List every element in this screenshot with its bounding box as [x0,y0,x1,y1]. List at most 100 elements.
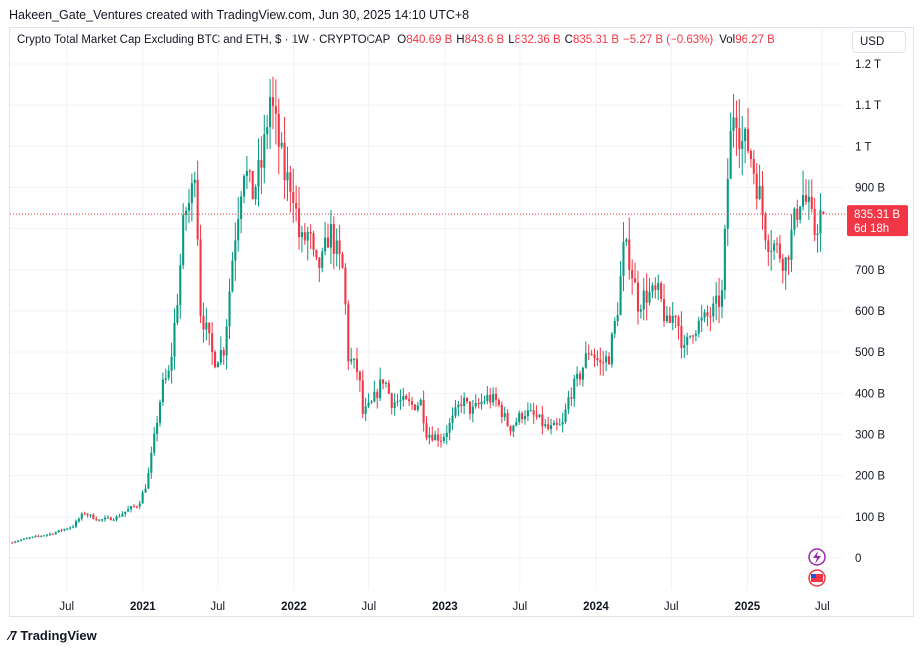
chart-frame [9,27,914,617]
chart-caption: Hakeen_Gate_Ventures created with Tradin… [9,8,470,22]
candle-body [393,402,396,408]
candle-body [245,170,248,177]
candle-body [335,240,338,254]
candle-body [190,183,193,204]
candle-body [28,537,31,539]
candle-body [309,231,312,234]
candle-body [422,399,425,424]
currency-button[interactable]: USD [852,31,906,53]
candle-body [54,532,57,535]
candle-body [703,312,706,318]
x-tick-label: Jul [664,601,679,613]
price-tag [847,205,908,237]
candle-body [228,291,231,327]
candle-body [63,529,66,531]
candle-body [529,410,532,412]
y-tick-label: 0 [855,553,861,565]
candle-body [135,506,138,508]
candle-body [289,172,292,193]
candle-body [219,350,222,363]
candle-body [503,413,506,417]
candle-body [271,97,275,107]
candle-body [161,379,164,403]
candle-body [150,452,153,473]
candle-body [584,353,587,368]
x-tick-label: Jul [512,601,527,613]
candle-body [576,373,579,379]
low-value: L832.36 B [508,34,561,46]
candle-body [613,321,616,334]
change-value: −5.27 B (−0.63%) [623,34,714,46]
candle-body [790,229,793,260]
volume-value: Vol96.27 B [719,34,775,46]
candle-body [214,351,217,368]
tradingview-logo: ⁄7 TradingView [9,628,97,643]
candle-body [74,521,78,527]
candle-body [141,492,144,504]
candle-body [686,336,689,345]
candle-body [413,404,416,411]
y-tick-label: 200 B [855,471,885,483]
candle-body [628,239,631,270]
x-tick-label: Jul [210,601,225,613]
x-tick-label: Jul [59,601,74,613]
candle-body [132,506,135,508]
candle-body [405,395,408,400]
x-tick-label: Jul [815,601,830,613]
candle-body [257,160,260,187]
candle-body [344,267,347,305]
candle-body [706,312,709,317]
candle-body [370,401,373,403]
candle-body [434,434,437,441]
candle-body [101,519,104,521]
candle-body [158,402,162,423]
candle-body [822,211,825,215]
candle-body [457,404,460,408]
candle-body [552,422,555,426]
candle-body [22,538,25,540]
candle-body [92,514,95,519]
candle-body [660,283,663,300]
candle-body [718,295,721,307]
open-value: O840.69 B [397,34,453,46]
candle-body [156,422,159,434]
candle-body [11,542,14,544]
candle-body [512,425,515,432]
y-tick-label: 400 B [855,388,885,400]
candle-body [202,315,205,330]
candle-body [240,196,243,220]
candle-body [127,509,130,512]
candle-body [645,290,648,303]
candle-body [277,113,280,147]
candle-body [106,517,109,519]
candle-body [121,514,124,517]
candle-body [544,424,547,427]
candle-body [819,209,822,234]
high-value: H843.6 B [456,34,505,46]
y-tick-label: 1 T [855,141,871,153]
x-tick-label: 2021 [130,601,156,613]
candle-body [625,239,628,243]
y-tick-label: 900 B [855,183,885,195]
candle-body [761,185,764,215]
candle-body [138,503,141,507]
candle-body [124,511,127,515]
symbol-title[interactable]: Crypto Total Market Cap Excluding BTC an… [17,34,391,46]
candle-body [770,250,773,252]
candle-body [715,295,718,304]
candle-body [263,134,266,168]
candle-body [303,232,306,241]
candle-body [662,299,666,322]
candle-body [48,533,51,535]
candle-body [353,358,356,360]
candle-body [187,203,191,211]
candle-body [251,171,254,200]
candle-body [442,437,445,441]
candle-body [147,472,150,489]
candle-body [222,350,225,356]
candle-body [129,506,133,510]
candle-body [80,513,83,519]
candle-body [767,240,770,252]
lightning-glyph [813,551,821,564]
